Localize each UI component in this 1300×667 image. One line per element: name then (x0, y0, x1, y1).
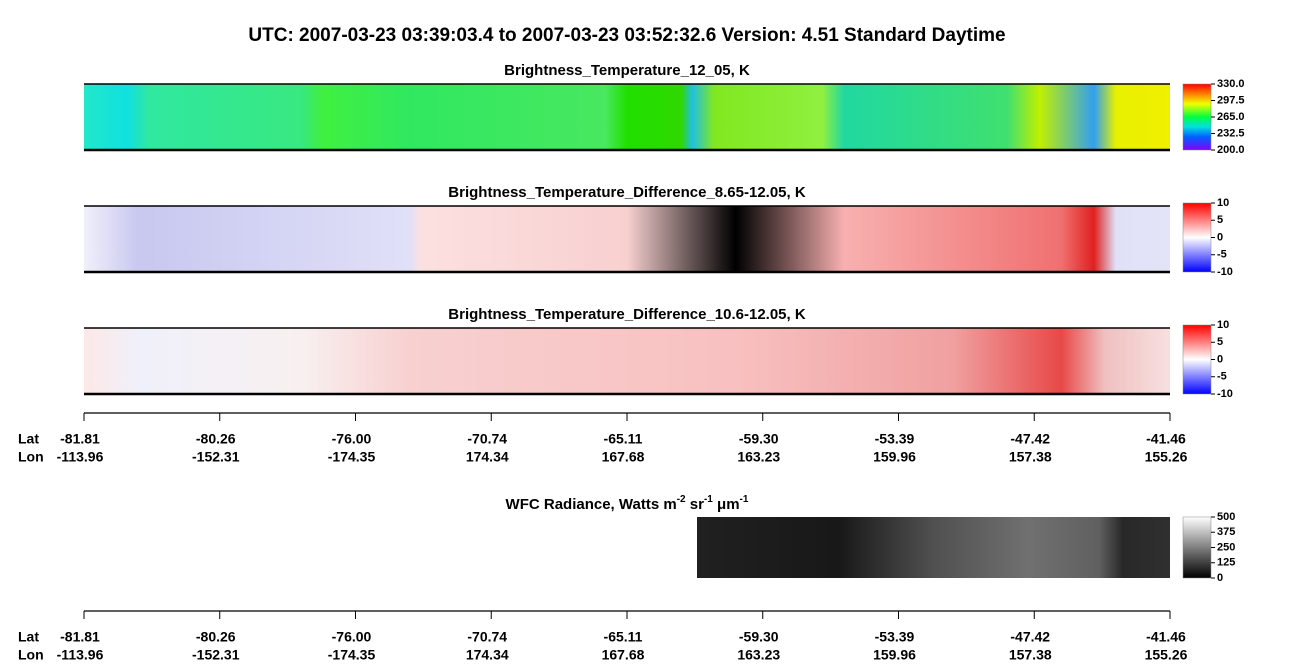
colorbar-label: 0 (1217, 231, 1223, 243)
lon-label: 163.23 (737, 647, 780, 663)
lon-label: 157.38 (1009, 449, 1052, 465)
lat-label: -70.74 (467, 431, 507, 447)
lat-label: -41.46 (1146, 431, 1186, 447)
lon-label: 174.34 (466, 647, 509, 663)
lon-label: -174.35 (328, 449, 376, 465)
colorbar-label: 375 (1217, 526, 1235, 538)
title-part: -2 (677, 494, 686, 505)
lat-label: -41.46 (1146, 629, 1186, 645)
colorbar-label: -10 (1217, 266, 1233, 278)
panel-image (84, 328, 1170, 394)
lat-label: -47.42 (1010, 629, 1050, 645)
lat-label: -76.00 (332, 629, 372, 645)
title-part: sr (686, 496, 705, 513)
panel-image (697, 517, 1170, 578)
lat-label: -81.81 (60, 431, 100, 447)
lon-label: -152.31 (192, 647, 240, 663)
title: UTC: 2007-03-23 03:39:03.4 to 2007-03-23… (248, 25, 1005, 46)
colorbar-label: -10 (1217, 388, 1233, 400)
lon-label: 163.23 (737, 449, 780, 465)
colorbar (1182, 83, 1212, 151)
lat-label: -70.74 (467, 629, 507, 645)
lat-label: -81.81 (60, 629, 100, 645)
title-part: -1 (704, 494, 713, 505)
colorbar-label: 125 (1217, 557, 1235, 569)
axis-row-label: Lon (18, 449, 44, 465)
lat-label: -65.11 (604, 629, 643, 645)
colorbar-label: -5 (1217, 249, 1227, 261)
lon-label: 167.68 (602, 647, 645, 663)
colorbar-label: 297.5 (1217, 94, 1245, 106)
panel-image (84, 206, 1170, 272)
colorbar-label: 0 (1217, 572, 1223, 584)
colorbar-label: -5 (1217, 371, 1227, 383)
colorbar (1182, 202, 1212, 273)
lat-label: -76.00 (332, 431, 372, 447)
colorbar-label: 5 (1217, 214, 1223, 226)
colorbar-label: 500 (1217, 511, 1235, 523)
lat-label: -53.39 (875, 629, 915, 645)
lon-label: -152.31 (192, 449, 240, 465)
colorbar (1182, 516, 1212, 579)
lon-label: 155.26 (1145, 449, 1188, 465)
colorbar (1182, 324, 1212, 395)
lon-label: 159.96 (873, 449, 916, 465)
title-part: μm (713, 496, 740, 513)
lon-label: -113.96 (57, 647, 104, 663)
title-part: -1 (740, 494, 749, 505)
panel-title: Brightness_Temperature_12_05, K (504, 62, 750, 79)
lat-label: -80.26 (196, 431, 236, 447)
title-part: WFC Radiance, Watts m (506, 496, 677, 513)
lon-label: 157.38 (1009, 647, 1052, 663)
colorbar-label: 250 (1217, 541, 1235, 553)
lat-label: -59.30 (739, 629, 779, 645)
panel-title: WFC Radiance, Watts m-2 sr-1 μm-1 (506, 494, 749, 513)
lon-label: 159.96 (873, 647, 916, 663)
axis-row-label: Lon (18, 647, 44, 663)
colorbar-label: 265.0 (1217, 111, 1245, 123)
colorbar-label: 10 (1217, 197, 1229, 209)
lon-label: 155.26 (1145, 647, 1188, 663)
colorbar-label: 0 (1217, 353, 1223, 365)
panel-image (84, 84, 1170, 150)
lat-label: -80.26 (196, 629, 236, 645)
lon-label: -113.96 (57, 449, 104, 465)
axis-row-label: Lat (18, 629, 39, 645)
lat-label: -47.42 (1010, 431, 1050, 447)
lat-label: -59.30 (739, 431, 779, 447)
colorbar-label: 10 (1217, 319, 1229, 331)
colorbar-label: 200.0 (1217, 144, 1245, 156)
panel-title: Brightness_Temperature_Difference_10.6-1… (448, 306, 806, 323)
colorbar-label: 232.5 (1217, 127, 1245, 139)
lat-label: -65.11 (604, 431, 643, 447)
lon-label: 174.34 (466, 449, 509, 465)
colorbar-label: 330.0 (1217, 78, 1245, 90)
panel-title: Brightness_Temperature_Difference_8.65-1… (448, 184, 806, 201)
lon-label: 167.68 (602, 449, 645, 465)
lat-label: -53.39 (875, 431, 915, 447)
colorbar-label: 5 (1217, 336, 1223, 348)
axis-row-label: Lat (18, 431, 39, 447)
lon-label: -174.35 (328, 647, 376, 663)
